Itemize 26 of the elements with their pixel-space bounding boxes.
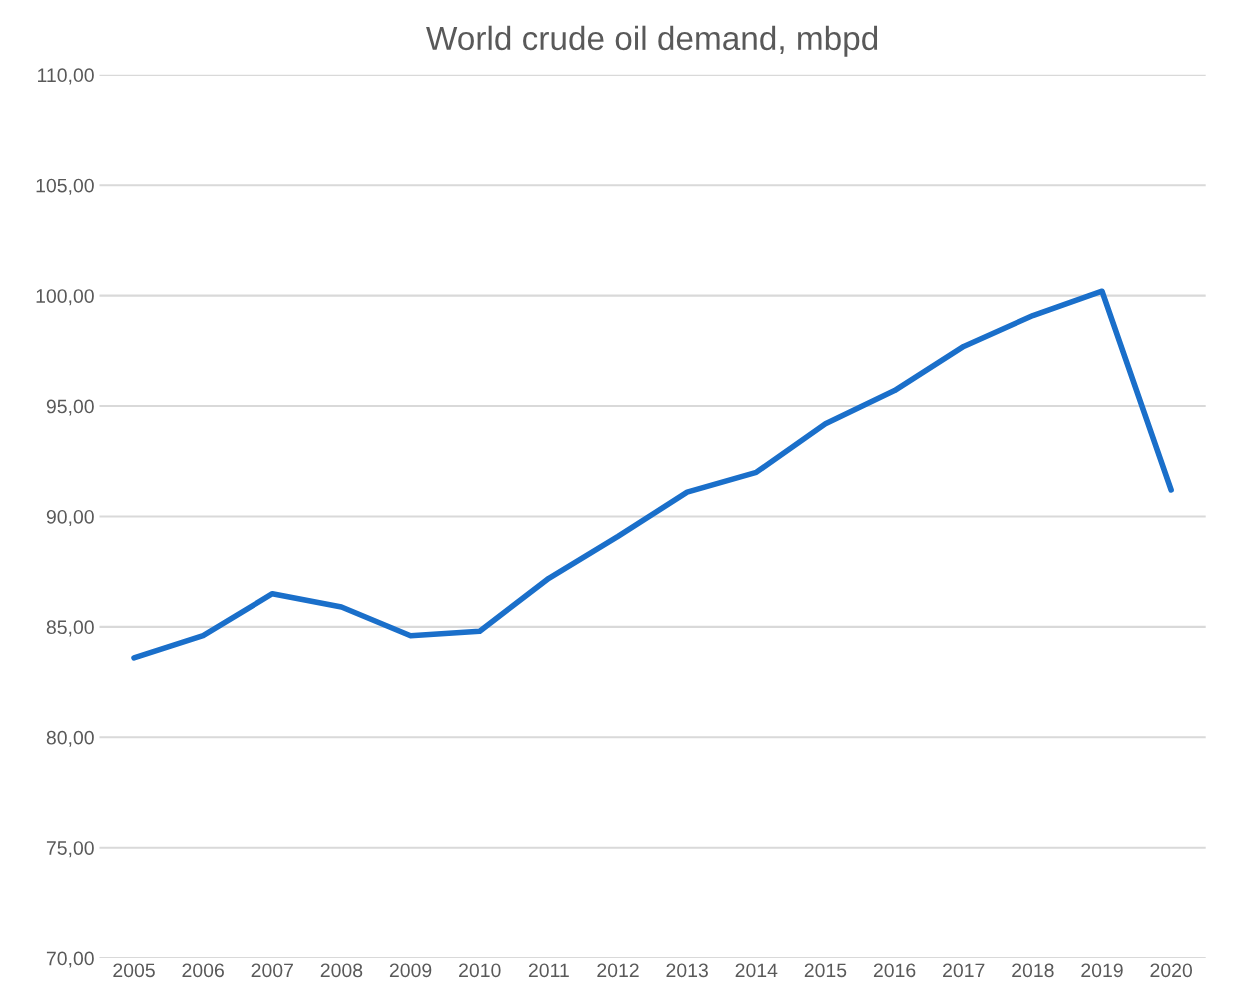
- x-tick-label: 2016: [873, 963, 916, 978]
- x-tick-label: 2011: [528, 963, 569, 978]
- x-tick-label: 2014: [735, 963, 778, 978]
- y-tick-label: 110,00: [38, 68, 94, 85]
- x-tick-label: 2005: [113, 963, 155, 978]
- x-tick-label: 2006: [182, 963, 224, 978]
- y-tick-label: 70,00: [46, 951, 94, 968]
- x-tick-label: 2017: [943, 963, 985, 978]
- x-tick-label: 2009: [389, 963, 432, 978]
- y-tick-label: 100,00: [36, 289, 94, 306]
- x-tick-label: 2007: [251, 963, 293, 978]
- x-tick-label: 2010: [459, 963, 501, 978]
- y-tick-label: 80,00: [46, 730, 94, 747]
- x-tick-label: 2012: [597, 963, 639, 978]
- x-tick-label: 2013: [666, 963, 708, 978]
- x-tick-label: 2019: [1081, 963, 1123, 978]
- y-tick-label: 85,00: [46, 620, 94, 637]
- x-tick-label: 2018: [1012, 963, 1054, 978]
- x-tick-label: 2015: [804, 963, 847, 978]
- x-tick-label: 2020: [1150, 963, 1193, 978]
- y-tick-label: 105,00: [36, 178, 94, 195]
- x-tick-label: 2008: [320, 963, 363, 978]
- y-tick-label: 95,00: [46, 399, 94, 416]
- y-tick-label: 75,00: [46, 841, 94, 858]
- chart-title: World crude oil demand, mbpd: [426, 25, 878, 57]
- y-tick-label: 90,00: [46, 509, 94, 526]
